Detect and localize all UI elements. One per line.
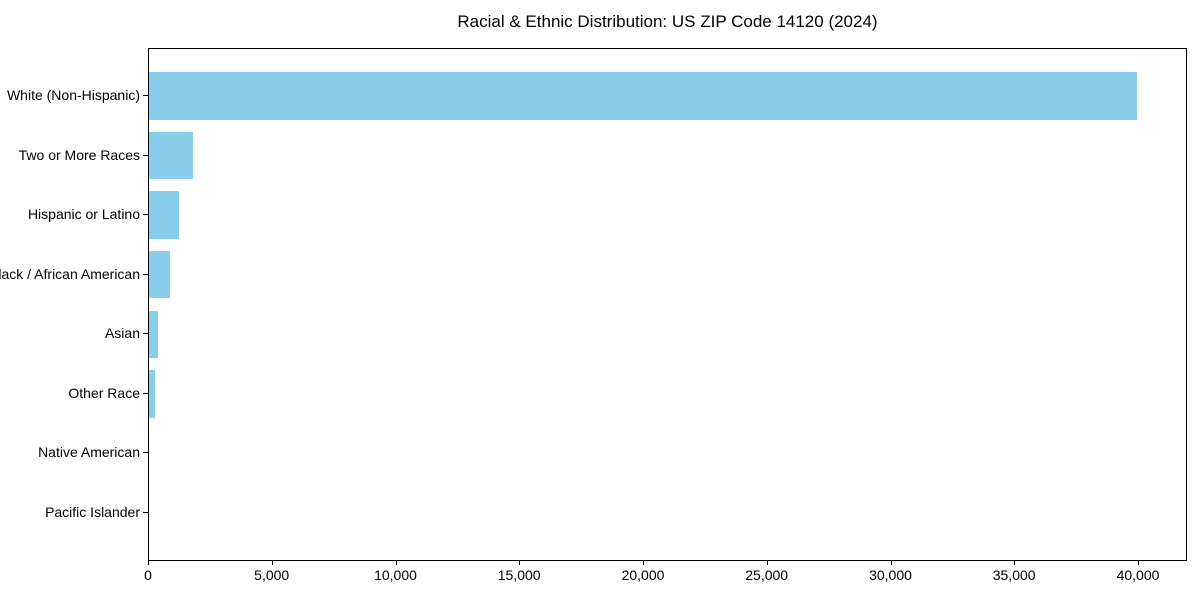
x-tick-label: 25,000: [745, 567, 789, 583]
bar: [149, 370, 156, 418]
x-tick-mark: [395, 560, 397, 565]
x-tick-mark: [643, 560, 644, 565]
x-tick-mark: [1138, 560, 1139, 565]
bar: [149, 131, 193, 180]
x-tick-label: 35,000: [992, 567, 1036, 583]
x-tick-label: 5,000: [254, 567, 290, 583]
bar: [149, 72, 1137, 120]
y-tick-mark: [143, 452, 148, 453]
bar: [149, 191, 180, 239]
y-tick-label: Pacific Islander: [45, 504, 140, 520]
y-tick-mark: [143, 333, 148, 334]
y-tick-label: Native American: [38, 444, 140, 460]
y-tick-label: Other Race: [68, 385, 140, 401]
x-tick-label: 30,000: [869, 567, 912, 583]
x-tick-mark: [148, 560, 149, 565]
y-tick-label: White (Non-Hispanic): [6, 87, 140, 103]
y-tick-mark: [143, 155, 148, 156]
y-tick-label: Hispanic or Latino: [27, 206, 140, 222]
x-tick-mark: [271, 560, 273, 565]
y-tick-mark: [143, 512, 148, 513]
bar: [149, 310, 159, 359]
plot-area: [148, 48, 1187, 561]
x-tick-mark: [519, 560, 521, 565]
y-tick-mark: [143, 95, 148, 96]
x-tick-label: 20,000: [621, 567, 665, 583]
x-tick-mark: [766, 560, 768, 565]
chart-title: Racial & Ethnic Distribution: US ZIP Cod…: [457, 12, 878, 31]
bar: [149, 250, 170, 299]
y-tick-mark: [143, 274, 148, 275]
y-tick-label: Asian: [104, 325, 140, 341]
y-tick-mark: [143, 393, 148, 394]
y-tick-label: Two or More Races: [18, 147, 140, 163]
x-tick-mark: [1014, 560, 1016, 565]
x-tick-label: 15,000: [497, 567, 541, 583]
y-tick-mark: [143, 214, 148, 215]
x-tick-label: 40,000: [1116, 567, 1160, 583]
x-tick-mark: [890, 560, 892, 565]
y-tick-label: Black / African American: [0, 266, 140, 282]
x-tick-label: 10,000: [374, 567, 417, 583]
x-tick-label: 0: [144, 567, 152, 583]
